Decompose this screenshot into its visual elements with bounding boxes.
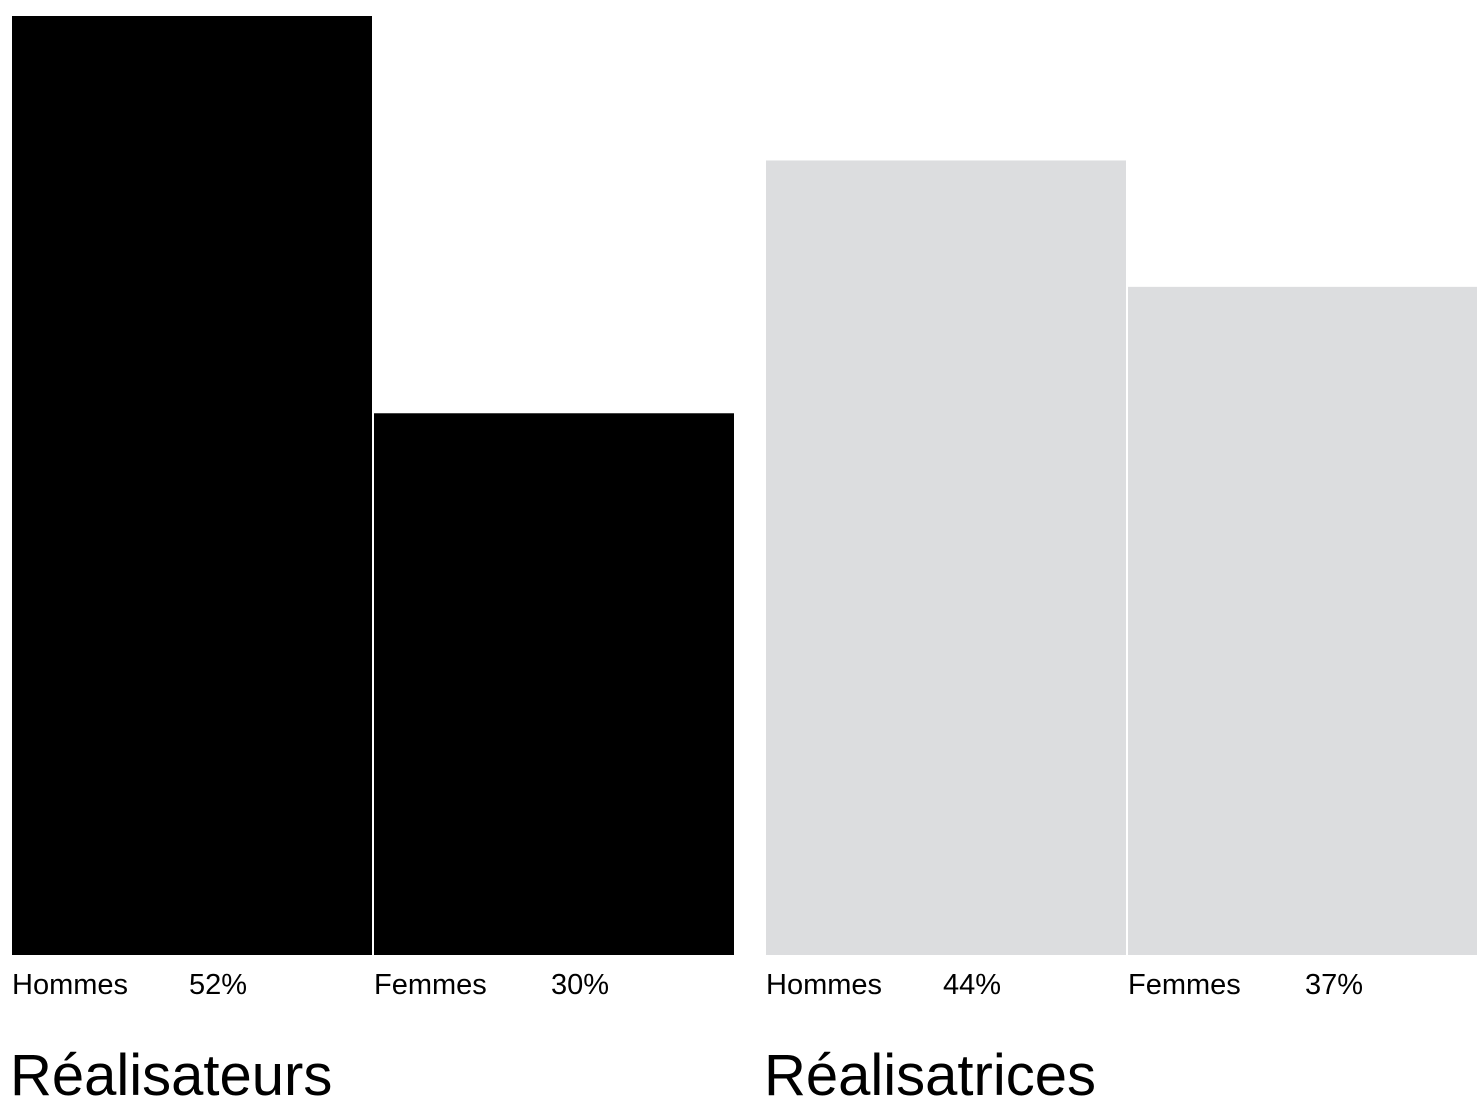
bar-femmes xyxy=(1128,286,1477,956)
category-label-femmes: Femmes xyxy=(1128,969,1241,1001)
bar-hommes xyxy=(12,16,372,955)
bar-femmes xyxy=(374,413,734,955)
chart-title: Réalisatrices xyxy=(764,1043,1096,1100)
value-label-femmes: 37% xyxy=(1305,969,1363,1001)
value-label-hommes: 52% xyxy=(189,969,247,1001)
category-label-femmes: Femmes xyxy=(374,969,487,1001)
category-label-hommes: Hommes xyxy=(12,969,128,1001)
category-label-hommes: Hommes xyxy=(766,969,882,1001)
value-label-femmes: 30% xyxy=(551,969,609,1001)
chart-title: Réalisateurs xyxy=(10,1043,332,1100)
bar-hommes xyxy=(766,160,1126,955)
value-label-hommes: 44% xyxy=(943,969,1001,1001)
